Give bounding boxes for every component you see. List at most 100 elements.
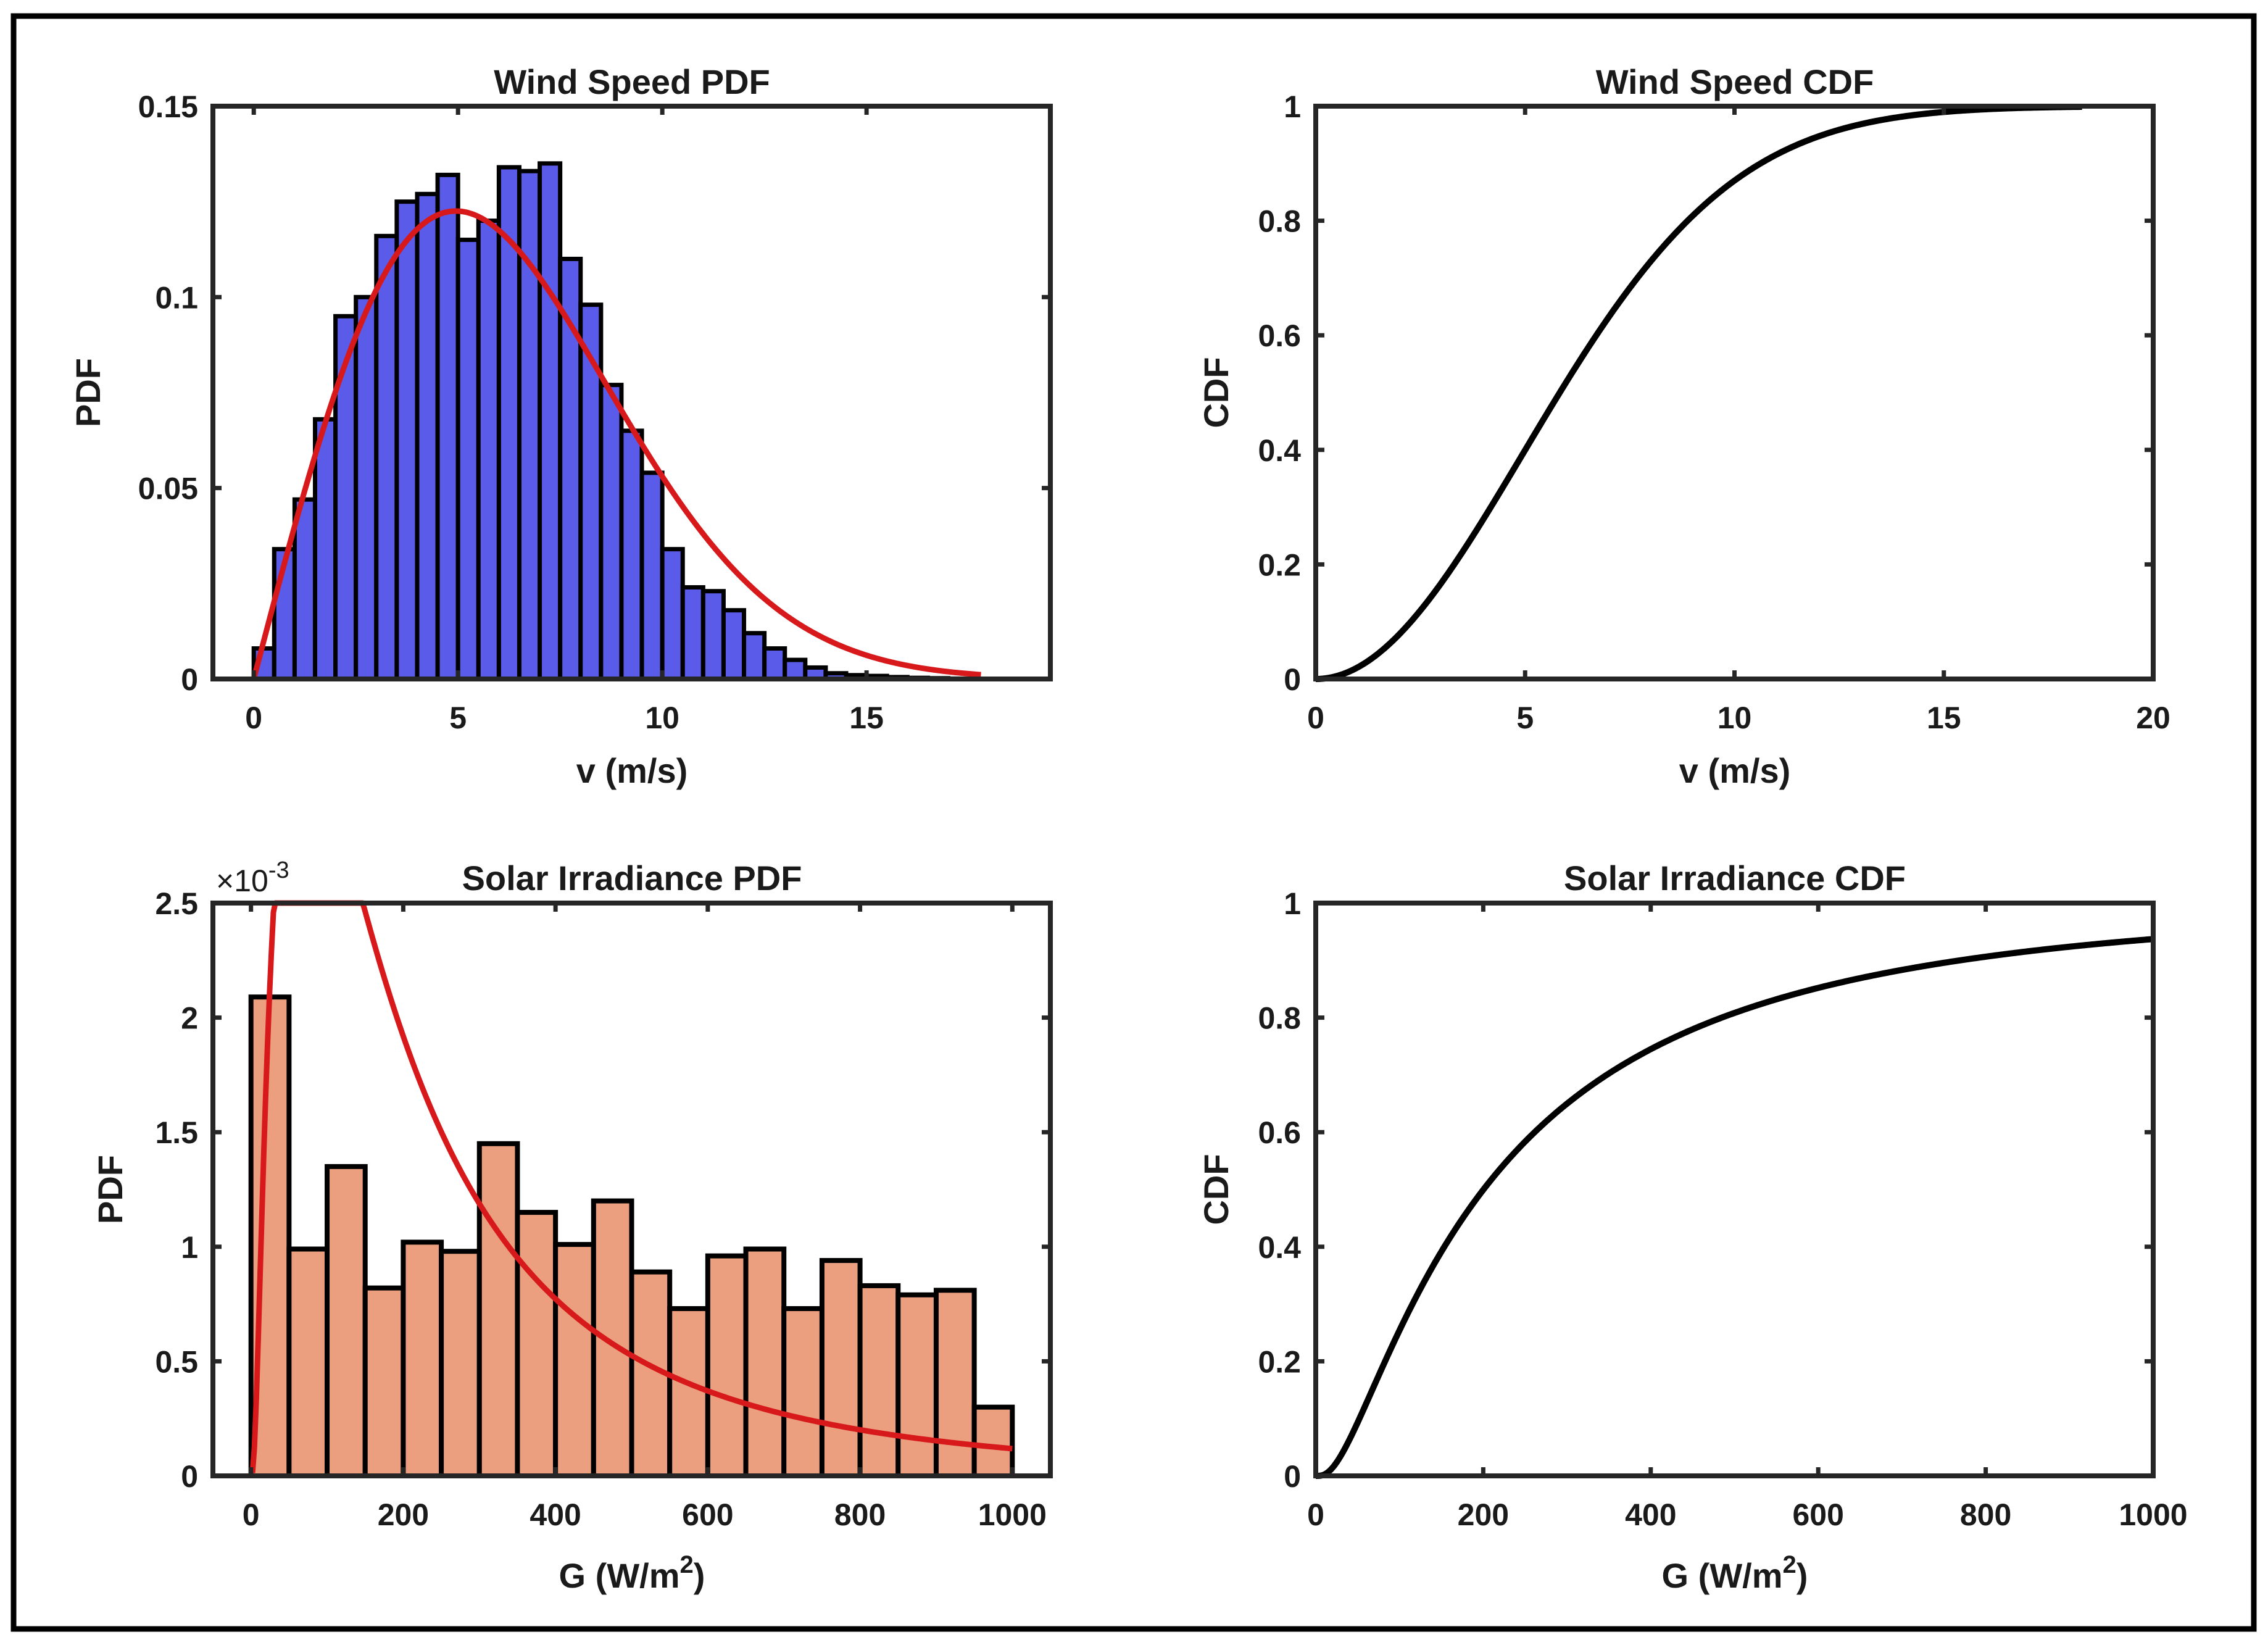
histogram-bar xyxy=(374,233,399,681)
x-axis-label-end: ) xyxy=(1797,1556,1808,1595)
wind-pdf-fit-curve xyxy=(251,208,982,680)
chart-title: Wind Speed CDF xyxy=(1596,62,1874,101)
y-tick-label: 0 xyxy=(1284,1459,1301,1494)
histogram-bar xyxy=(599,383,624,681)
x-tick-label: 1000 xyxy=(978,1497,1047,1532)
y-axis-label: CDF xyxy=(1197,1154,1236,1225)
x-tick-label: 800 xyxy=(1960,1497,2011,1532)
histogram-bar xyxy=(933,1288,977,1478)
y-axis-label: CDF xyxy=(1197,357,1236,428)
x-tick-label: 15 xyxy=(849,701,884,735)
histogram-bar xyxy=(895,1292,939,1478)
x-axis-label: G (W/m2) xyxy=(559,1551,705,1595)
histogram-bar xyxy=(680,585,705,681)
histogram-bar xyxy=(619,428,644,681)
histogram-bar xyxy=(435,172,460,681)
x-tick-label: 10 xyxy=(1718,701,1752,735)
y-tick-label: 0.6 xyxy=(1258,319,1301,353)
y-tick-label: 1 xyxy=(1284,90,1301,124)
histogram-bar xyxy=(742,631,767,681)
histogram-bar xyxy=(401,1239,444,1478)
x-axis-label: v (m/s) xyxy=(1679,751,1791,790)
histogram-bar xyxy=(439,1249,482,1478)
panel-solar-pdf: Solar Irradiance PDF ×10-3 0 200 400 600 800… xyxy=(91,857,1053,1595)
axes-box xyxy=(210,104,1053,681)
histogram-bar xyxy=(762,646,787,681)
y-tick-label: 0 xyxy=(1284,662,1301,697)
solar-pdf-fit-curve xyxy=(249,900,1013,1473)
histogram-bar xyxy=(660,547,685,681)
x-tick-label: 600 xyxy=(1792,1497,1843,1532)
panel-wind-cdf: Wind Speed CDF 0 5 10 15 20 0 0.2 0.4 0.6 0.8 1 CD… xyxy=(1197,62,2170,790)
wind-cdf-curve xyxy=(1315,104,2083,682)
x-tick-label: 0 xyxy=(245,701,262,735)
histogram-bar xyxy=(354,294,379,681)
x-tick-label: 400 xyxy=(1625,1497,1676,1532)
x-axis-label: v (m/s) xyxy=(576,751,688,790)
axes-box xyxy=(1313,901,2156,1478)
x-tick-label: 200 xyxy=(378,1497,429,1532)
y-tick-label: 0.2 xyxy=(1258,548,1301,582)
x-tick-label: 400 xyxy=(530,1497,581,1532)
histogram-bar xyxy=(415,191,440,681)
panel-solar-cdf: Solar Irradiance CDF 0 200 400 600 800 100000… xyxy=(1197,859,2188,1595)
histogram-bar xyxy=(394,199,420,681)
y-tick-label: 0.8 xyxy=(1258,204,1301,239)
y-tick-label: 0.15 xyxy=(138,90,198,124)
y-tick-label: 1.5 xyxy=(155,1115,198,1150)
histogram-bar xyxy=(538,161,563,681)
exponent-sup: -3 xyxy=(268,857,289,883)
x-tick-label: 0 xyxy=(1307,701,1324,735)
histogram-bar xyxy=(971,1404,1015,1478)
histogram-bar xyxy=(743,1246,787,1478)
histogram-bar xyxy=(591,1198,634,1479)
y-tick-label: 0.1 xyxy=(155,280,198,315)
y-tick-label: 0 xyxy=(181,1459,198,1494)
y-axis-label: PDF xyxy=(91,1155,130,1224)
histogram-bar xyxy=(819,1258,863,1479)
x-tick-label: 1000 xyxy=(2119,1497,2187,1532)
x-axis-label-end: ) xyxy=(694,1556,705,1595)
histogram-bar xyxy=(857,1283,901,1479)
axes-box xyxy=(210,901,1053,1478)
ticks-solar-pdf: 0 200 400 600 800 1000 0 0.5 1 1.5 2 2.5 xyxy=(155,886,1050,1532)
histogram-bar xyxy=(783,657,808,681)
x-tick-label: 20 xyxy=(2136,701,2170,735)
histogram-bar xyxy=(700,589,726,681)
figure-frame xyxy=(10,13,2257,1632)
histogram-bar xyxy=(476,1141,520,1478)
x-tick-label: 800 xyxy=(834,1497,886,1532)
y-tick-label: 0.05 xyxy=(138,472,198,506)
histogram-bar xyxy=(639,470,665,681)
x-tick-label: 10 xyxy=(645,701,679,735)
histogram-bar xyxy=(362,1285,406,1478)
y-axis-label: PDF xyxy=(69,358,107,427)
chart-title: Wind Speed PDF xyxy=(494,62,770,101)
panel-wind-pdf: Wind Speed PDF 0 5 10 15 0 0.05 0.1 0.15 PDF v … xyxy=(69,62,1053,790)
histogram-bar xyxy=(286,1246,330,1478)
y-tick-label: 0.4 xyxy=(1258,433,1301,468)
x-tick-label: 200 xyxy=(1458,1497,1509,1532)
histogram-bar xyxy=(553,1242,596,1478)
exponent-prefix: ×10 xyxy=(216,864,268,898)
histogram-bar xyxy=(705,1253,749,1478)
x-axis-label: G (W/m2) xyxy=(1662,1551,1808,1595)
histogram-bar xyxy=(292,497,317,681)
solar-cdf-curve xyxy=(1315,936,2154,1479)
y-tick-label: 2 xyxy=(181,1001,198,1036)
y-exponent-label: ×10-3 xyxy=(216,857,289,898)
histogram-bar xyxy=(312,417,338,681)
histogram-bar xyxy=(325,1164,368,1478)
histogram-bar xyxy=(515,1210,559,1478)
x-axis-label-text: G (W/m xyxy=(559,1556,680,1595)
x-tick-label: 600 xyxy=(682,1497,733,1532)
histogram-bar xyxy=(667,1306,710,1478)
y-tick-label: 0.6 xyxy=(1258,1115,1301,1150)
x-tick-label: 15 xyxy=(1927,701,1961,735)
histogram-bar xyxy=(781,1306,825,1478)
x-axis-label-text: G (W/m xyxy=(1662,1556,1783,1595)
y-tick-label: 1 xyxy=(181,1230,198,1265)
y-tick-label: 1 xyxy=(1284,886,1301,921)
x-axis-label-sup: 2 xyxy=(680,1551,694,1578)
